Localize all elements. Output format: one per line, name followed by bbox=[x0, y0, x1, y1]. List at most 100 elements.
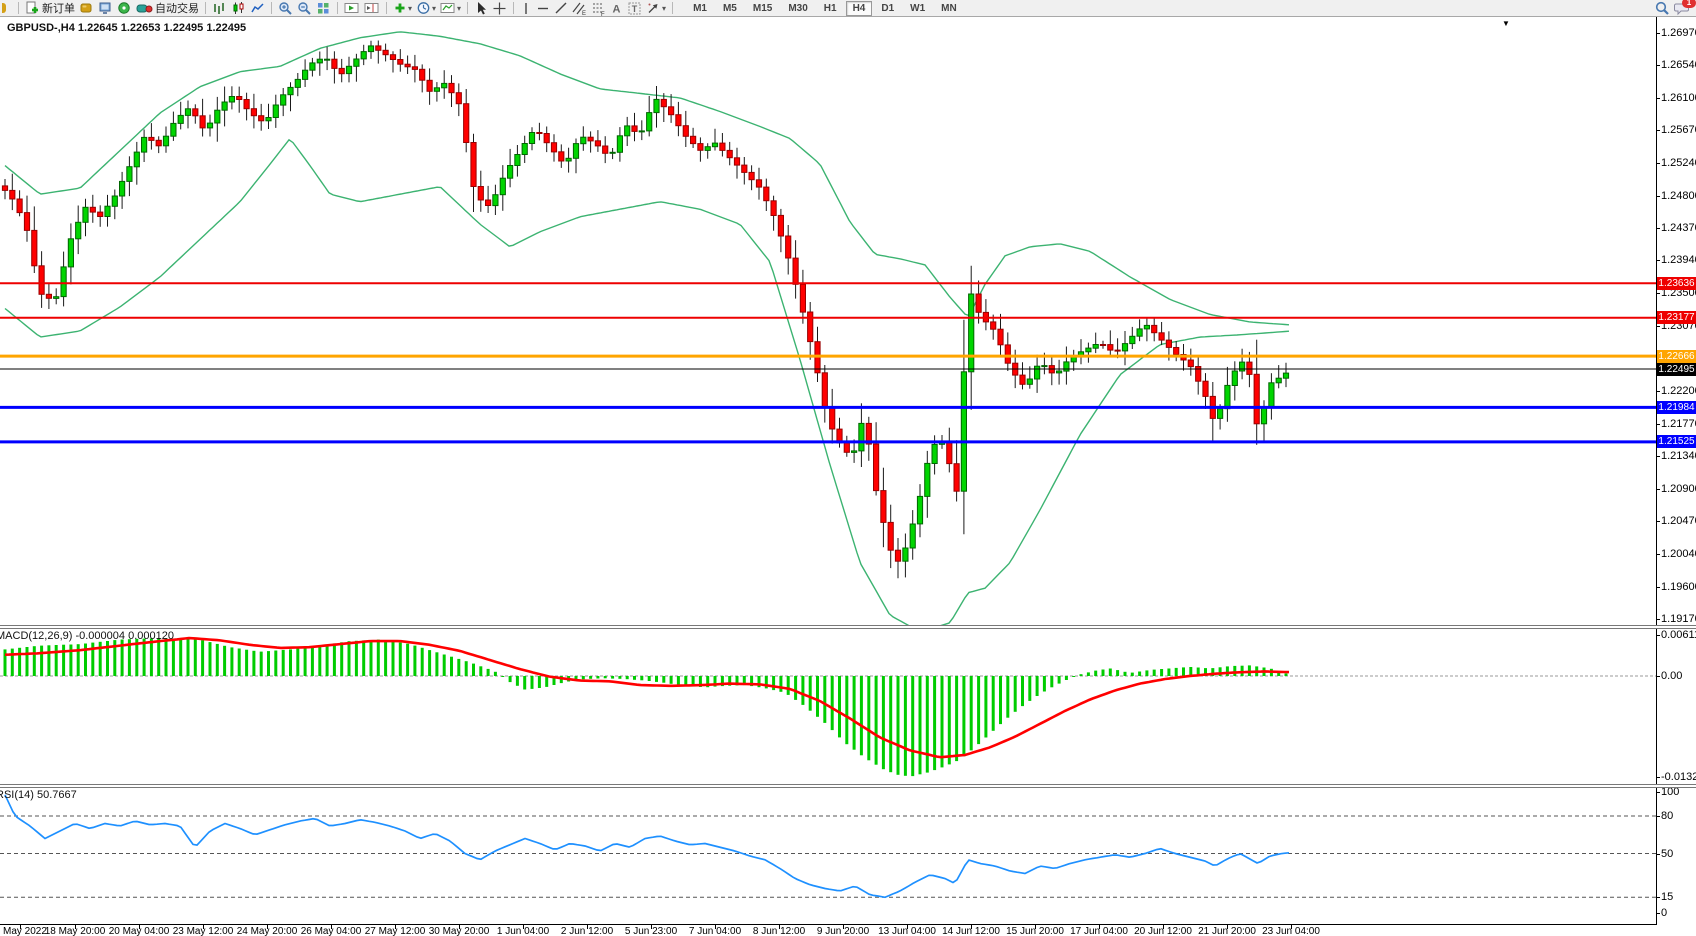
time-tick bbox=[907, 925, 908, 929]
periods-button[interactable]: ▾ bbox=[414, 1, 438, 16]
price-tick bbox=[1656, 456, 1660, 457]
timeframe-mn[interactable]: MN bbox=[941, 2, 957, 14]
price-tick-label: 1.19600 bbox=[1661, 581, 1696, 593]
price-axis-line bbox=[1656, 17, 1657, 925]
timeframe-group: M1 M5 M15 M30 H1 H4 D1 W1 MN bbox=[685, 0, 965, 16]
horizontal-line-tool[interactable] bbox=[534, 1, 552, 16]
svg-text:T: T bbox=[632, 4, 638, 14]
rsi-axis-tick bbox=[1656, 792, 1660, 793]
templates-button-dropdown-icon[interactable]: ▾ bbox=[457, 3, 462, 13]
timeframe-h1[interactable]: H1 bbox=[823, 2, 837, 14]
macd-axis-tick bbox=[1656, 777, 1660, 778]
arrows-tool-dropdown-icon[interactable]: ▾ bbox=[662, 3, 667, 13]
macd-axis-label: -0.013241 bbox=[1661, 771, 1696, 783]
toolbar-separator bbox=[271, 2, 272, 14]
clipped-left-icon[interactable] bbox=[0, 1, 14, 16]
timeframe-h4[interactable]: H4 bbox=[845, 0, 873, 16]
toolbar: 新订单 自动交易 ▾ ▾ ▾ E F A T ▾ M1 M5 M15 M30 H1 H4 D1 W1 MN 1 bbox=[0, 0, 1696, 17]
new-order-button[interactable]: 新订单 bbox=[23, 1, 77, 16]
toolbar-separator bbox=[672, 2, 674, 14]
periods-button-dropdown-icon[interactable]: ▾ bbox=[432, 3, 437, 13]
zoomout-icon bbox=[298, 1, 311, 15]
notifications-button[interactable]: 1 bbox=[1672, 0, 1696, 16]
timeframe-m15[interactable]: M15 bbox=[752, 2, 773, 14]
time-tick bbox=[1227, 925, 1228, 929]
timeframe-d1[interactable]: D1 bbox=[881, 2, 895, 14]
time-tick bbox=[715, 925, 716, 929]
price-tick bbox=[1656, 163, 1660, 164]
time-label: 23 Jun 04:00 bbox=[1262, 926, 1320, 936]
doc-plus-icon bbox=[26, 1, 38, 13]
macd-panel[interactable] bbox=[0, 629, 1656, 784]
price-tick bbox=[1656, 228, 1660, 229]
candlestick-mode-button[interactable] bbox=[229, 1, 248, 16]
time-label: 13 Jun 04:00 bbox=[878, 926, 936, 936]
templates-button[interactable]: ▾ bbox=[438, 1, 463, 16]
rsi-axis-label: 0 bbox=[1661, 907, 1668, 919]
gold-icon bbox=[80, 3, 92, 12]
price-tick-label: 1.19170 bbox=[1661, 613, 1696, 625]
time-tick bbox=[971, 925, 972, 929]
time-tick bbox=[459, 925, 460, 929]
toolbar-separator bbox=[337, 2, 338, 14]
data-window-button[interactable] bbox=[115, 1, 134, 16]
rsi-axis-label: 100 bbox=[1661, 786, 1680, 798]
trendline-tool[interactable] bbox=[552, 1, 570, 16]
time-tick bbox=[779, 925, 780, 929]
fibonacci-tool[interactable]: F bbox=[589, 1, 608, 16]
main-chart-panel[interactable] bbox=[0, 17, 1656, 625]
price-tick-label: 1.26540 bbox=[1661, 59, 1696, 71]
panel-separator-macd[interactable] bbox=[0, 625, 1696, 629]
vertical-line-tool[interactable] bbox=[518, 1, 534, 16]
tile-windows-button[interactable] bbox=[314, 1, 333, 16]
channel-tool[interactable]: E bbox=[570, 1, 589, 16]
time-label: 5 Jun 23:00 bbox=[624, 926, 678, 936]
timeframe-m30[interactable]: M30 bbox=[788, 2, 808, 14]
price-tag-1.23177: 1.23177 bbox=[1657, 311, 1696, 324]
chart-shift-button[interactable] bbox=[362, 1, 382, 16]
price-tick bbox=[1656, 326, 1660, 327]
text-tool[interactable]: A bbox=[608, 1, 625, 16]
toolbar-separator bbox=[386, 2, 387, 14]
price-tick-label: 1.21770 bbox=[1661, 418, 1696, 430]
macd-axis-tick bbox=[1656, 676, 1660, 677]
time-tick bbox=[203, 925, 204, 929]
svg-text:F: F bbox=[601, 12, 605, 16]
time-label: 7 Jun 04:00 bbox=[688, 926, 742, 936]
zoomin-icon bbox=[279, 1, 292, 15]
chart-shift-marker[interactable]: ▼ bbox=[1502, 19, 1510, 28]
rsi-panel[interactable] bbox=[0, 788, 1656, 924]
arrows-tool[interactable]: ▾ bbox=[644, 1, 668, 16]
market-watch-button[interactable] bbox=[96, 1, 115, 16]
toolbar-right: 1 bbox=[1653, 0, 1696, 16]
indicators-button-dropdown-icon[interactable]: ▾ bbox=[408, 3, 413, 13]
time-tick bbox=[1035, 925, 1036, 929]
timeframe-m1[interactable]: M1 bbox=[693, 2, 707, 14]
panel-separator-rsi[interactable] bbox=[0, 784, 1696, 788]
shift-icon bbox=[364, 2, 379, 13]
price-tick bbox=[1656, 196, 1660, 197]
bar-chart-mode-button[interactable] bbox=[210, 1, 229, 16]
chart-profile-button[interactable] bbox=[77, 1, 96, 16]
time-label: 23 May 12:00 bbox=[172, 926, 234, 936]
bollinger-upper bbox=[4, 31, 1290, 326]
zoom-out-button[interactable] bbox=[295, 1, 314, 16]
crosshair-icon bbox=[493, 2, 506, 14]
search-button[interactable] bbox=[1653, 1, 1672, 16]
time-tick bbox=[523, 925, 524, 929]
autotrade-icon bbox=[136, 4, 153, 12]
time-label: 18 May 20:00 bbox=[44, 926, 106, 936]
zoom-in-button[interactable] bbox=[276, 1, 295, 16]
crosshair-tool[interactable] bbox=[490, 1, 509, 16]
auto-scroll-button[interactable] bbox=[342, 1, 362, 16]
timeframe-w1[interactable]: W1 bbox=[910, 2, 926, 14]
indicators-button[interactable]: ▾ bbox=[391, 1, 414, 16]
text-label-tool[interactable]: T bbox=[625, 1, 644, 16]
cursor-tool[interactable] bbox=[472, 1, 490, 16]
line-chart-mode-button[interactable] bbox=[248, 1, 267, 16]
price-tick bbox=[1656, 260, 1660, 261]
textA-icon: A bbox=[613, 3, 621, 15]
autotrading-button[interactable]: 自动交易 bbox=[134, 1, 201, 16]
timeframe-m5[interactable]: M5 bbox=[722, 2, 737, 14]
price-tick bbox=[1656, 424, 1660, 425]
